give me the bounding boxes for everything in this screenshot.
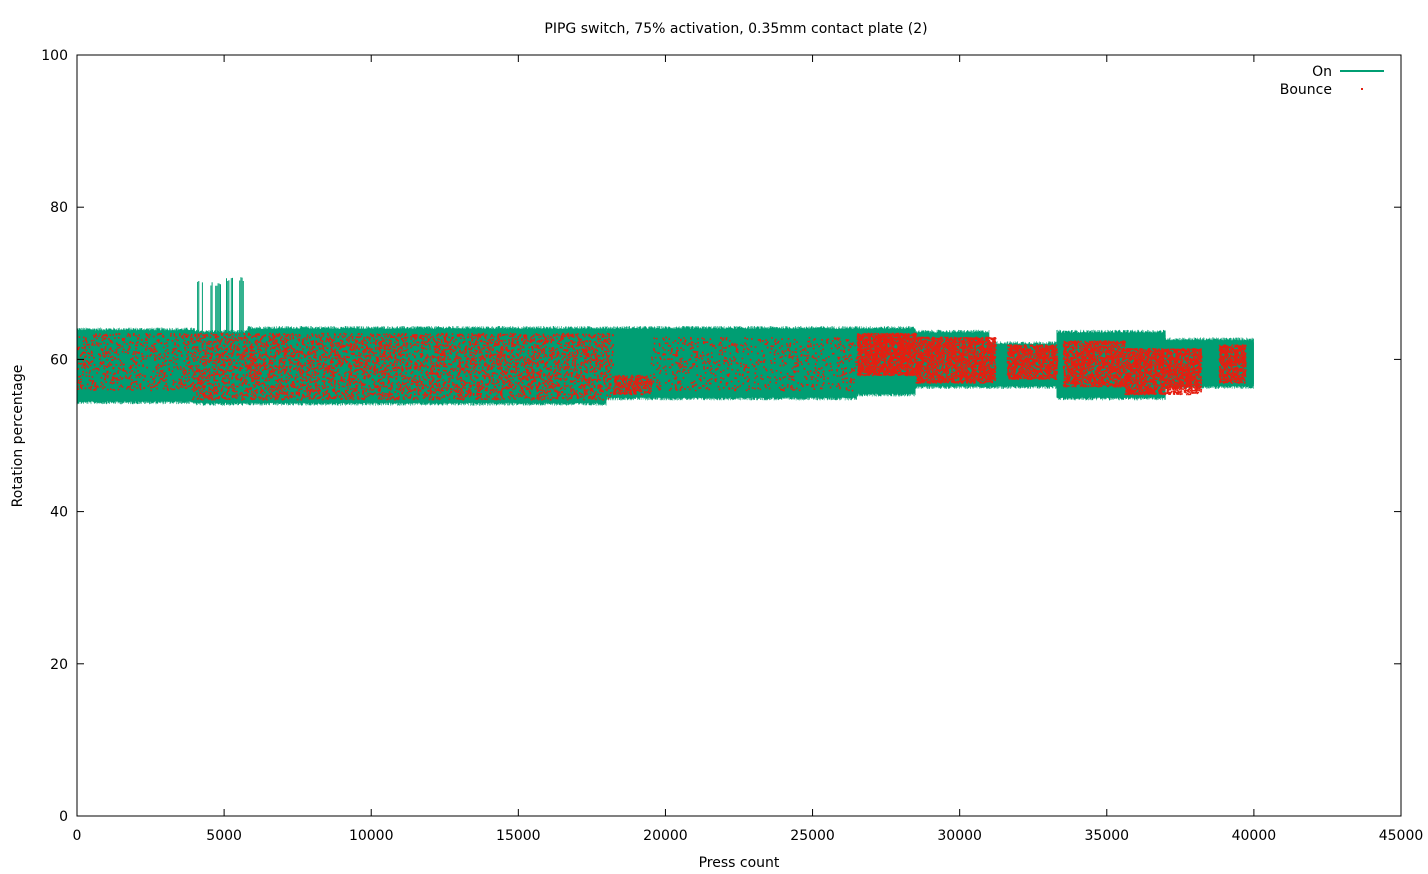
x-tick-label: 10000	[349, 828, 394, 844]
bounce-points	[856, 332, 918, 377]
legend-label-on: On	[1312, 64, 1332, 80]
y-tick-label: 20	[50, 657, 68, 673]
x-tick-label: 0	[73, 828, 82, 844]
x-tick-label: 40000	[1232, 828, 1277, 844]
y-tick-label: 60	[50, 352, 68, 368]
y-tick-label: 40	[50, 505, 68, 521]
on-spike	[210, 282, 221, 333]
data-layer	[76, 277, 1254, 406]
bounce-points	[77, 333, 194, 392]
x-tick-label: 20000	[643, 828, 688, 844]
on-band-edge	[606, 326, 857, 401]
bounce-points	[612, 374, 653, 396]
bounce-points	[650, 336, 859, 392]
x-tick-label: 15000	[496, 828, 541, 844]
y-tick-label: 80	[50, 200, 68, 216]
y-tick-label: 100	[41, 48, 68, 64]
x-tick-label: 5000	[206, 828, 242, 844]
y-axis: 0 20 40 60 80 100	[41, 48, 1401, 825]
x-tick-label: 30000	[937, 828, 982, 844]
x-axis: 0 5000 10000 15000 20000 25000 30000 35000 40000…	[73, 55, 1424, 844]
y-tick-label: 0	[59, 809, 68, 825]
series-bounce	[77, 332, 1247, 401]
bounce-points	[1062, 340, 1126, 388]
chart-title: PIPG switch, 75% activation, 0.35mm cont…	[544, 21, 927, 37]
bounce-points	[1006, 344, 1059, 380]
x-tick-label: 45000	[1379, 828, 1424, 844]
on-spike	[226, 277, 244, 333]
legend: On Bounce	[1280, 64, 1384, 98]
bounce-points	[191, 332, 615, 401]
plot-border	[76, 54, 1402, 817]
legend-swatch-bounce	[1361, 88, 1363, 90]
x-axis-title: Press count	[699, 855, 780, 871]
y-axis-title: Rotation percentage	[10, 365, 26, 508]
on-spike	[197, 281, 203, 333]
legend-label-bounce: Bounce	[1280, 82, 1332, 98]
bounce-points	[1218, 344, 1247, 384]
on-band-edge	[76, 327, 195, 405]
bounce-points	[1124, 348, 1203, 396]
x-tick-label: 25000	[790, 828, 835, 844]
bounce-points	[915, 336, 997, 384]
x-tick-label: 35000	[1085, 828, 1130, 844]
